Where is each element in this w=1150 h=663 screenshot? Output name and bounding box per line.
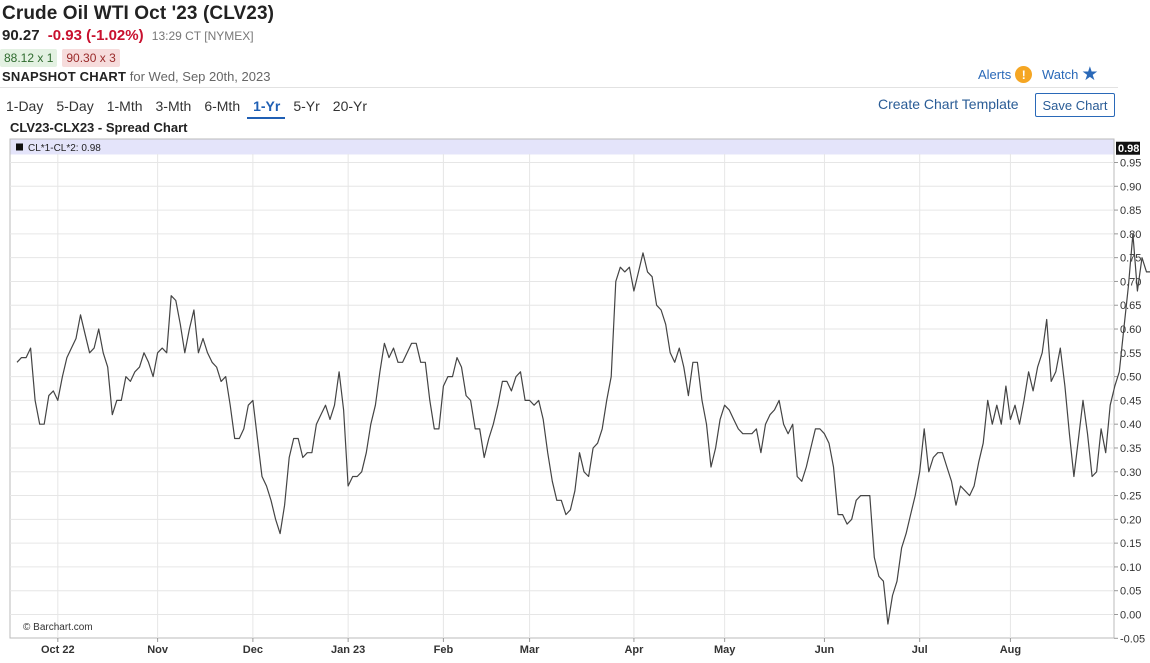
alert-icon: ! [1015,66,1033,83]
y-tick-label: 0.60 [1120,324,1141,336]
alerts-label: Alerts [978,67,1012,82]
watermark: © Barchart.com [23,622,93,633]
star-icon: ★ [1081,64,1099,85]
x-tick-label: Aug [1000,644,1021,656]
y-tick-label: -0.05 [1120,633,1145,645]
y-tick-label: 0.15 [1120,538,1141,550]
x-tick-label: Apr [624,644,644,656]
legend-label: CL*1-CL*2: 0.98 [28,143,101,154]
y-tick-label: 0.55 [1120,348,1141,360]
bid-badge: 88.12 x 1 [0,49,58,67]
range-tabs: 1-Day 5-Day 1-Mth 3-Mth 6-Mth 1-Yr 5-Yr … [0,97,374,119]
y-axis: -0.05 0.00 0.05 0.10 0.15 0.20 0.25 0.30 0.35 0.4… [10,158,1145,645]
y-tick-label: 0.65 [1120,300,1141,312]
chart-title: CLV23-CLX23 - Spread Chart [10,120,188,135]
y-tick-label: 0.90 [1120,181,1141,193]
y-tick-label: 0.10 [1120,562,1141,574]
y-tick-label: 0.35 [1120,443,1141,455]
y-tick-label: 0.50 [1120,372,1141,384]
y-tick-label: 0.30 [1120,467,1141,479]
y-tick-label: 0.45 [1120,395,1141,407]
watch-link[interactable]: Watch ★ [1042,64,1099,85]
y-tick-label: 0.80 [1120,229,1141,241]
y-tick-label: 0.85 [1120,205,1141,217]
header-divider [0,87,1118,88]
last-value-marker [1116,141,1140,155]
snapshot-info: SNAPSHOT CHART for Wed, Sep 20th, 2023 [2,69,270,84]
save-chart-button[interactable]: Save Chart [1035,93,1115,117]
last-value-label: 0.98 [1118,143,1139,155]
x-tick-label: Oct 22 [41,644,75,656]
page-title: Crude Oil WTI Oct '23 (CLV23) [2,3,275,24]
y-tick-label: 0.40 [1120,419,1141,431]
create-chart-template-link[interactable]: Create Chart Template [878,96,1019,112]
x-tick-label: May [714,644,736,656]
legend-swatch [16,143,23,151]
watch-label: Watch [1042,67,1079,82]
x-tick-label: Jun [815,644,835,656]
plot-area [9,138,1115,639]
bid-ask: 88.12 x 1 90.30 x 3 [0,49,120,67]
x-tick-label: Jul [912,644,928,656]
x-tick-label: Mar [520,644,540,656]
range-tab-1-day[interactable]: 1-Day [6,98,44,114]
x-tick-label: Jan 23 [331,644,365,656]
range-tab-5-day[interactable]: 5-Day [56,98,94,114]
y-tick-label: 0.00 [1120,610,1141,622]
range-tab-20-yr[interactable]: 20-Yr [332,98,368,114]
y-tick-label: 0.95 [1120,158,1141,170]
price-change: -0.93 (-1.02%) [47,27,144,44]
y-tick-label: 0.25 [1120,491,1141,503]
snapshot-label: SNAPSHOT CHART [2,69,127,84]
x-tick-label: Dec [243,644,263,656]
x-axis: Oct 22 Nov Dec Jan 23 Feb Mar Apr May Jun Jul Aug [41,154,1021,656]
spread-series-line [16,233,1150,625]
quote-time: 13:29 CT [NYMEX] [151,29,254,43]
x-tick-label: Nov [147,644,169,656]
y-tick-label: 0.20 [1120,514,1141,526]
legend-band [10,139,1114,155]
x-tick-label: Feb [434,644,454,656]
range-tab-1-yr[interactable]: 1-Yr [247,97,286,119]
y-tick-label: 0.05 [1120,586,1141,598]
range-tab-5-yr[interactable]: 5-Yr [293,98,320,114]
last-price: 90.27 [2,27,40,44]
ask-badge: 90.30 x 3 [62,49,120,67]
snapshot-date: for Wed, Sep 20th, 2023 [129,69,271,84]
alerts-link[interactable]: Alerts ! [978,66,1033,83]
range-tab-3-mth[interactable]: 3-Mth [155,98,192,114]
quote-line: 90.27 -0.93 (-1.02%) 13:29 CT [NYMEX] [2,27,254,44]
range-tab-1-mth[interactable]: 1-Mth [106,98,143,114]
range-tab-6-mth[interactable]: 6-Mth [204,98,241,114]
